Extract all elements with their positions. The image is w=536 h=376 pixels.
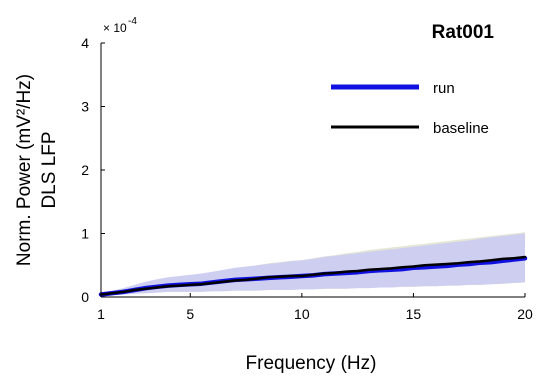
axes [100,42,526,298]
y-tick-label: 3 [81,99,89,115]
band-run [101,233,525,296]
series-lines [98,255,528,297]
x-tick-labels: 1 5 10 15 20 [97,306,533,322]
y-multiplier-exponent: -4 [128,16,137,27]
x-tick-label: 20 [517,306,533,322]
y-axis-label-line1: Norm. Power (mV²/Hz) [14,74,35,266]
y-axis-label-line2: DLS LFP [39,131,60,208]
legend-label-baseline: baseline [433,120,489,137]
legend-label-run: run [433,80,455,97]
legend: run baseline [331,80,489,137]
x-axis-label: Frequency (Hz) [246,353,377,374]
x-tick-label: 15 [406,306,422,322]
y-tick-label: 2 [81,162,89,178]
x-tick-label: 1 [97,306,105,322]
y-tick-labels: 0 1 2 3 4 [81,35,89,305]
confidence-bands [101,232,525,296]
chart-title: Rat001 [432,22,495,43]
line-baseline [99,255,527,296]
y-tick-label: 1 [81,226,89,242]
y-multiplier-base: × 10 [103,21,127,35]
x-tick-label: 10 [294,306,310,322]
y-tick-label: 4 [81,35,89,51]
y-tick-label: 0 [81,289,89,305]
x-tick-label: 5 [186,306,194,322]
